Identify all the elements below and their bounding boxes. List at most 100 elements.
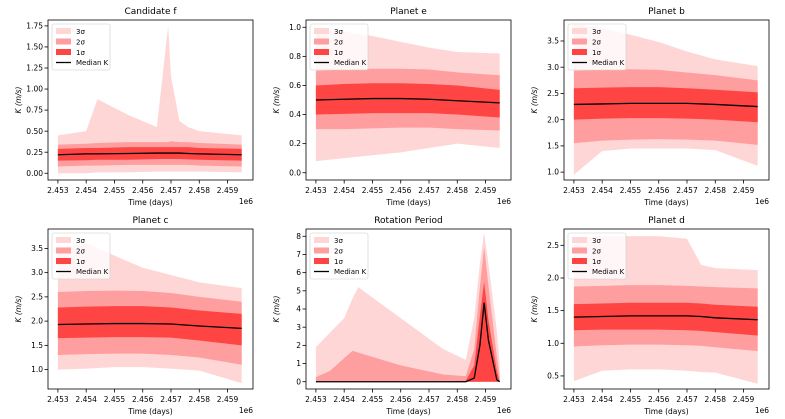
band-1sigma (57, 147, 242, 161)
x-axis-label: Time (days) (643, 407, 688, 416)
median-line (573, 315, 758, 321)
x-tick-label: 2.455 (620, 186, 642, 195)
chart-title: Rotation Period (374, 216, 443, 226)
legend: 3σ 2σ 1σ Median K (51, 232, 111, 280)
legend-swatch-3sigma (56, 28, 71, 34)
y-tick-label: 2.5 (547, 89, 559, 98)
chart-title: Planet d (648, 216, 685, 226)
y-tick-label: 1.00 (26, 85, 43, 94)
y-tick-label: 0.0 (289, 168, 301, 177)
y-tick-label: 1.0 (547, 339, 559, 348)
y-tick-label: 2.5 (547, 241, 559, 250)
legend-swatch-3sigma (572, 28, 587, 34)
x-axis-label: Time (days) (385, 198, 430, 207)
x-tick-label: 2.459 (733, 186, 755, 195)
legend: 3σ 2σ 1σ Median K (309, 23, 369, 71)
y-tick-label: 3 (296, 323, 301, 332)
legend-box (51, 232, 111, 280)
x-offset-label: 1e6 (239, 197, 253, 206)
x-tick-label: 2.458 (447, 395, 469, 404)
median-line (57, 152, 242, 156)
y-tick-label: 7 (296, 250, 301, 259)
legend-swatch-2sigma (572, 247, 587, 254)
y-tick-label: 6 (296, 268, 301, 277)
x-offset-label: 1e6 (497, 406, 511, 415)
legend-swatch-3sigma (314, 28, 329, 34)
y-tick-label: 1.0 (31, 365, 43, 374)
x-offset-label: 1e6 (755, 197, 769, 206)
x-tick-label: 2.454 (333, 395, 355, 404)
y-tick-label: 3.0 (31, 268, 43, 277)
y-tick-label: 2.0 (547, 115, 559, 124)
y-axis-label: K (m/s) (272, 295, 281, 322)
x-tick-label: 2.454 (591, 186, 613, 195)
legend-swatch-2sigma (56, 247, 71, 254)
x-tick-label: 2.456 (648, 395, 670, 404)
legend-label: 1σ (76, 49, 85, 57)
y-tick-label: 1.25 (26, 64, 43, 73)
legend-swatch-1sigma (56, 49, 71, 55)
y-tick-label: 3.5 (31, 244, 43, 253)
x-tick-label: 2.458 (189, 395, 211, 404)
x-tick-label: 2.454 (591, 395, 613, 404)
x-tick-label: 2.453 (563, 395, 585, 404)
x-tick-label: 2.455 (362, 186, 384, 195)
legend: 3σ 2σ 1σ Median K (51, 23, 111, 71)
y-tick-label: 1 (296, 359, 301, 368)
x-axis-label: Time (days) (643, 198, 688, 207)
x-tick-label: 2.459 (475, 395, 497, 404)
legend-label: Median K (334, 59, 367, 67)
legend-label: 3σ (334, 237, 343, 245)
legend-swatch-3sigma (56, 237, 71, 243)
chart-title: Planet e (390, 7, 427, 17)
legend-swatch-1sigma (56, 258, 71, 264)
y-tick-label: 0.4 (289, 110, 301, 119)
band-1sigma (573, 87, 758, 123)
legend-box (567, 23, 627, 71)
legend-label: Median K (334, 268, 367, 276)
legend-label: 3σ (76, 237, 85, 245)
legend-label: Median K (76, 268, 109, 276)
legend: 3σ 2σ 1σ Median K (309, 232, 369, 280)
y-tick-label: 0.2 (289, 139, 301, 148)
y-tick-label: 4 (296, 305, 301, 314)
y-axis-label: K (m/s) (14, 295, 23, 322)
axes-frame (47, 228, 254, 390)
x-tick-label: 2.458 (189, 186, 211, 195)
y-tick-label: 1.5 (547, 142, 559, 151)
x-tick-label: 2.458 (447, 186, 469, 195)
median-line (315, 97, 500, 104)
legend: 3σ 2σ 1σ Median K (567, 232, 627, 280)
legend-label: 2σ (334, 248, 343, 256)
y-tick-label: 3.5 (547, 37, 559, 46)
y-tick-label: 0.8 (289, 52, 301, 61)
y-tick-label: 1.5 (547, 306, 559, 315)
x-tick-label: 2.457 (676, 186, 698, 195)
y-tick-label: 0.5 (547, 372, 559, 381)
x-tick-label: 2.456 (390, 395, 412, 404)
y-tick-label: 0.25 (26, 148, 43, 157)
legend-label: 3σ (334, 28, 343, 36)
x-tick-label: 2.458 (705, 395, 727, 404)
chart-title: Planet b (648, 7, 685, 17)
legend-label: 3σ (592, 28, 601, 36)
legend-swatch-2sigma (314, 38, 329, 45)
legend-swatch-1sigma (572, 49, 587, 55)
y-tick-label: 5 (296, 286, 301, 295)
y-tick-label: 2.0 (547, 274, 559, 283)
x-tick-label: 2.455 (104, 395, 126, 404)
y-tick-label: 0.6 (289, 81, 301, 90)
y-axis-label: K (m/s) (530, 86, 539, 113)
legend-swatch-2sigma (314, 247, 329, 254)
legend-swatch-2sigma (56, 38, 71, 45)
band-1sigma (57, 306, 242, 346)
legend-label: 1σ (334, 49, 343, 57)
x-tick-label: 2.457 (160, 395, 182, 404)
legend-label: Median K (592, 268, 625, 276)
x-tick-label: 2.456 (132, 395, 154, 404)
x-offset-label: 1e6 (755, 406, 769, 415)
axes-frame (563, 228, 770, 390)
